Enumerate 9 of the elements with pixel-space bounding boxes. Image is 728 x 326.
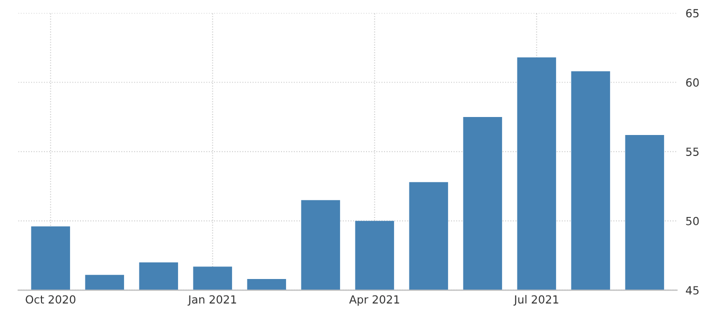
x-tick-label: Apr 2021	[349, 295, 400, 306]
y-tick-label: 50	[686, 216, 699, 226]
x-tick-label: Jul 2021	[513, 295, 558, 306]
y-tick-label: 60	[686, 78, 699, 87]
y-tick-label: 65	[686, 9, 699, 18]
y-tick-label: 55	[686, 148, 699, 156]
y-tick-label: 45	[686, 286, 699, 295]
x-tick-label: Oct 2020	[26, 295, 76, 304]
x-tick-label: Jan 2021	[188, 295, 236, 306]
